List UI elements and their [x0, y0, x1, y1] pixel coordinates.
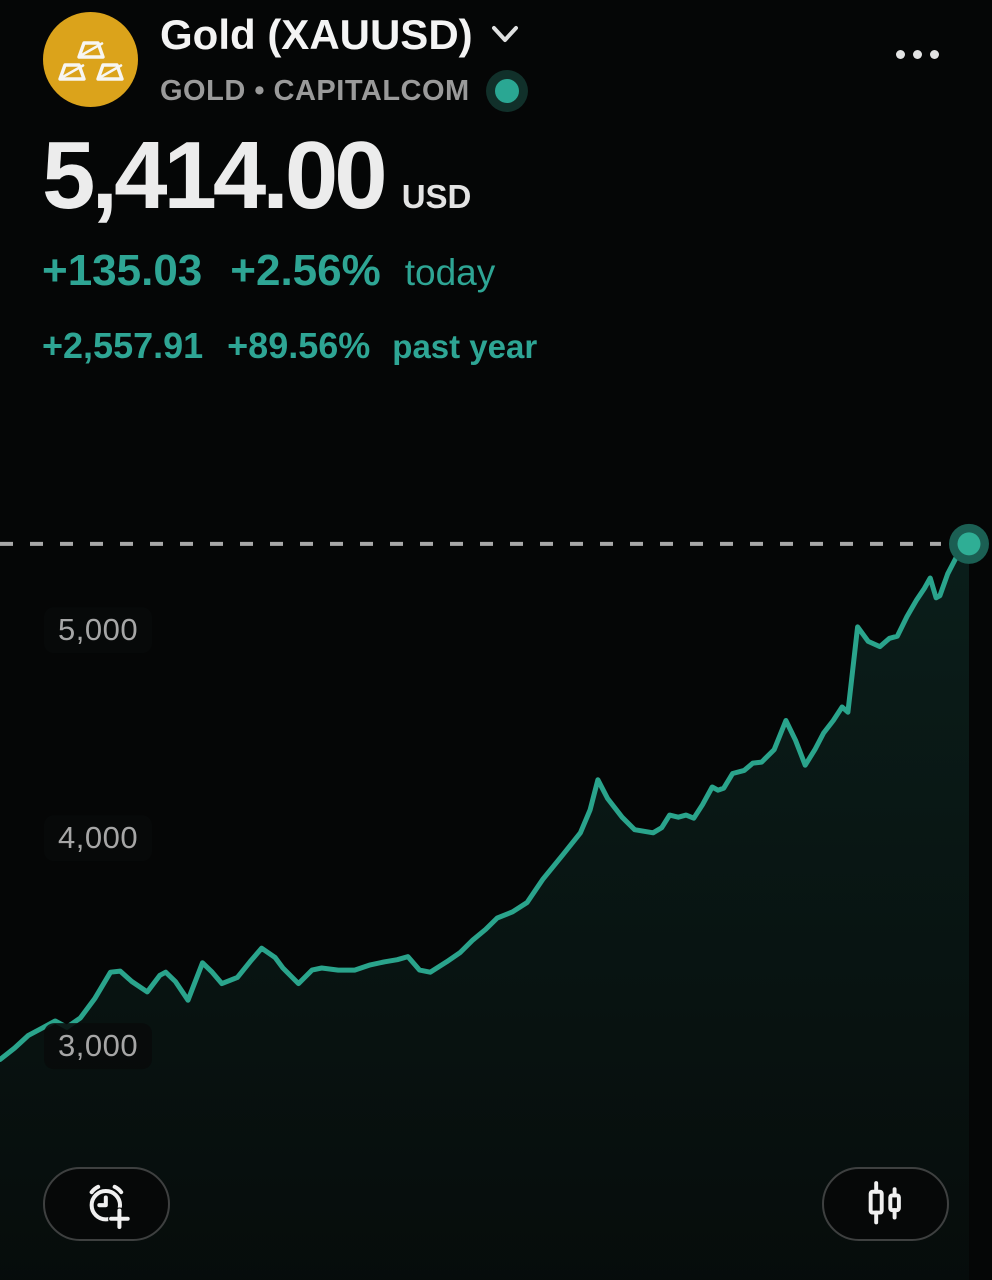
y-axis-tick-label: 3,000: [44, 1023, 153, 1069]
chart-style-button[interactable]: [822, 1167, 949, 1241]
symbol-selector[interactable]: Gold (XAUUSD): [160, 10, 521, 60]
chevron-down-icon: [491, 26, 518, 42]
exchange-label: GOLD • CAPITALCOM: [160, 74, 470, 107]
gold-bars-icon: [57, 40, 124, 81]
chart-area-fill: [0, 543, 969, 1280]
change-period-label: today: [404, 252, 496, 293]
alarm-add-icon: [89, 1184, 131, 1230]
change-abs: +2,557.91: [42, 325, 204, 366]
symbol-logo[interactable]: [43, 12, 138, 107]
symbol-meta: GOLD • CAPITALCOM: [160, 70, 528, 112]
y-axis-tick-label: 5,000: [44, 607, 153, 653]
market-status-icon: [485, 70, 528, 112]
more-options-button[interactable]: [890, 44, 945, 65]
last-price-dot: [957, 532, 981, 556]
y-axis-tick-label: 4,000: [44, 815, 153, 861]
change-abs: +135.03: [42, 246, 203, 295]
chart-line: [0, 541, 972, 1062]
change-today-row: +135.03 +2.56% today: [42, 246, 495, 296]
kebab-dot: [913, 50, 922, 59]
change-pct: +89.56%: [227, 325, 371, 366]
last-price: 5,414.00: [42, 122, 388, 229]
add-alert-button[interactable]: [43, 1167, 170, 1241]
change-pct: +2.56%: [230, 246, 381, 295]
quote-price-row: 5,414.00 USD: [42, 128, 471, 224]
page-title: Gold (XAUUSD): [160, 11, 473, 58]
kebab-dot: [896, 50, 905, 59]
currency-label: USD: [401, 178, 472, 215]
candlestick-icon: [868, 1181, 901, 1225]
kebab-dot: [930, 50, 939, 59]
change-past-year-row: +2,557.91 +89.56% past year: [42, 325, 537, 367]
change-period-label: past year: [392, 328, 538, 365]
